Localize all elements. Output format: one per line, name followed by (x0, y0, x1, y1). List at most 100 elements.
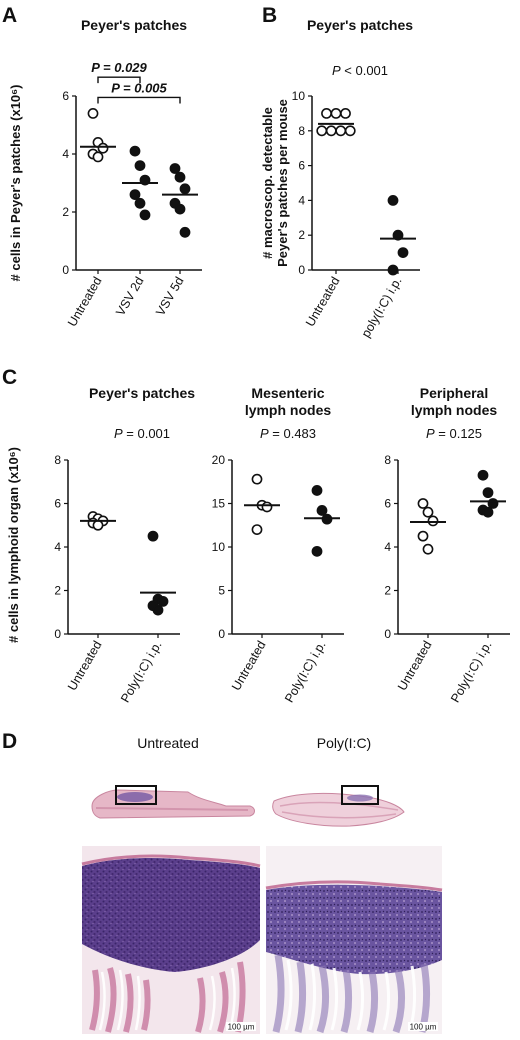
chart-title-c3-line-1: Peripheral (420, 385, 488, 401)
panel-letter-d: D (2, 730, 17, 753)
data-point-c1-untreated-5 (92, 519, 104, 531)
x-tick-label-c3-untreated: Untreated (395, 638, 435, 693)
data-point-c3-untreated-4 (417, 530, 429, 542)
x-tick-label-c1-poly-i-c-i-p: Poly(I:C) i.p. (118, 639, 165, 706)
significance-bracket-1 (97, 76, 141, 84)
x-tick-label-a-vsv-5d: VSV 5d (153, 274, 186, 318)
data-point-b-poly-i-c-i-p-1 (387, 194, 399, 206)
data-point-c1-poly-i-c-i-p-3 (157, 595, 169, 607)
y-tick-label-c2-20: 20 (212, 453, 226, 467)
x-tick-label-a-vsv-2d: VSV 2d (113, 274, 146, 318)
p-value-c1: P = 0.001 (114, 426, 170, 441)
x-tick-label-c2-poly-i-c-i-p: Poly(I:C) i.p. (282, 639, 329, 706)
data-point-c3-poly-i-c-i-p-3 (487, 498, 499, 509)
chart-a: Peyer's patches 0 2 4 6 # cells in Peyer's pa… (8, 17, 202, 329)
data-point-a-vsv-2d-2 (134, 160, 146, 171)
overview-section-polyic (272, 785, 405, 827)
chart-title-c2-line-1: Mesenteric (251, 385, 324, 401)
data-point-c3-untreated-5 (422, 543, 434, 555)
y-tick-label-c3-6: 6 (384, 497, 391, 511)
y-tick-label-c3-0: 0 (384, 627, 391, 641)
data-point-b-untreated-2 (330, 108, 342, 119)
chart-b: Peyer's patches P < 0.001 0 2 4 6 8 10 # macrosc… (260, 17, 420, 340)
y-tick-label-c2-5: 5 (218, 584, 225, 598)
data-point-a-vsv-2d-5 (134, 197, 146, 209)
y-axis-label-b-line-2: Peyer's patches per mouse (275, 99, 290, 267)
overview-section-untreated (91, 785, 255, 819)
data-point-b-untreated-1 (321, 108, 332, 119)
data-point-a-untreated-1 (87, 108, 99, 119)
y-tick-label-b-0: 0 (298, 263, 305, 277)
x-tick-label-c1-untreated: Untreated (65, 638, 105, 693)
y-tick-label-c3-8: 8 (384, 453, 391, 467)
y-tick-label-a-6: 6 (62, 89, 69, 103)
data-point-a-vsv-5d-2 (174, 171, 186, 183)
scale-bar-polyic (408, 1022, 438, 1031)
data-point-c2-poly-i-c-i-p-2 (316, 505, 328, 516)
data-point-a-vsv-5d-1 (169, 163, 181, 174)
data-point-c3-untreated-1 (417, 498, 429, 509)
significance-bracket-2 (97, 96, 181, 104)
micrograph-untreated: 100 µm (81, 846, 261, 1034)
data-point-a-untreated-5 (92, 151, 104, 163)
chart-c-peyers-patches: Peyer's patches P = 0.001 0 2 4 6 8 # cells in … (6, 385, 195, 705)
x-tick-label-c3-poly-i-c-i-p: Poly(I:C) i.p. (448, 639, 495, 706)
data-point-c2-poly-i-c-i-p-4 (311, 545, 323, 557)
y-axis-label-c1: # cells in lymphoid organ (x10⁶) (6, 447, 21, 643)
chart-title-a: Peyer's patches (81, 17, 187, 33)
data-point-c2-poly-i-c-i-p-1 (311, 485, 323, 496)
histology-title-polyic: Poly(I:C) (317, 735, 371, 751)
chart-title-c3-line-2: lymph nodes (411, 402, 498, 418)
y-tick-label-a-2: 2 (62, 205, 69, 219)
x-tick-label-b-untreated: Untreated (303, 274, 343, 329)
data-point-c3-poly-i-c-i-p-2 (482, 487, 494, 499)
y-tick-label-c1-6: 6 (54, 497, 61, 511)
chart-title-c2-line-2: lymph nodes (245, 402, 332, 418)
y-tick-label-c1-4: 4 (54, 540, 61, 554)
y-tick-label-b-2: 2 (298, 228, 305, 242)
y-tick-label-c1-0: 0 (54, 627, 61, 641)
y-tick-label-c2-10: 10 (212, 540, 226, 554)
y-tick-label-c3-4: 4 (384, 540, 391, 554)
y-axis-label-a: # cells in Peyer's patches (x10⁶) (8, 85, 23, 282)
y-tick-label-c1-2: 2 (54, 584, 61, 598)
panel-letter-c: C (2, 366, 17, 389)
data-point-a-untreated-3 (97, 142, 109, 154)
data-point-c2-untreated-3 (261, 501, 273, 513)
y-tick-label-c3-2: 2 (384, 584, 391, 598)
data-point-b-untreated-4 (316, 125, 328, 137)
significance-label-2: P = 0.005 (111, 80, 167, 95)
y-axis-label-b-line-1: # macroscop. detectable (260, 107, 275, 259)
y-tick-label-a-4: 4 (62, 147, 69, 161)
data-point-c1-poly-i-c-i-p-5 (152, 604, 164, 616)
data-point-c3-poly-i-c-i-p-1 (477, 469, 489, 481)
data-point-b-untreated-5 (325, 125, 337, 137)
significance-label-1: P = 0.029 (91, 60, 147, 75)
p-value-b: P < 0.001 (332, 63, 388, 78)
x-tick-label-a-untreated: Untreated (65, 274, 105, 329)
y-tick-label-b-4: 4 (298, 193, 305, 207)
data-point-a-vsv-5d-6 (179, 226, 191, 238)
scale-bar-untreated (226, 1022, 256, 1031)
y-tick-label-b-8: 8 (298, 124, 305, 138)
y-tick-label-b-6: 6 (298, 159, 305, 173)
p-value-c3: P = 0.125 (426, 426, 482, 441)
data-point-c3-untreated-2 (422, 506, 434, 518)
scale-bar-label-polyic: 100 µm (410, 1023, 437, 1032)
data-point-b-untreated-7 (344, 125, 356, 137)
data-point-c1-poly-i-c-i-p-1 (147, 530, 159, 542)
y-tick-label-c2-15: 15 (212, 497, 226, 511)
histology-panel: Untreated Poly(I:C) 100 µm (81, 735, 443, 1034)
data-point-c2-untreated-4 (251, 524, 263, 535)
data-point-b-poly-i-c-i-p-4 (387, 264, 399, 276)
panel-letter-b: B (262, 4, 277, 27)
zoom-box-polyic (341, 785, 379, 805)
histology-title-untreated: Untreated (137, 735, 198, 751)
panel-letter-a: A (2, 4, 17, 27)
data-point-c3-poly-i-c-i-p-5 (482, 506, 494, 518)
data-point-a-vsv-2d-1 (129, 145, 141, 157)
data-point-a-vsv-5d-5 (174, 203, 186, 215)
